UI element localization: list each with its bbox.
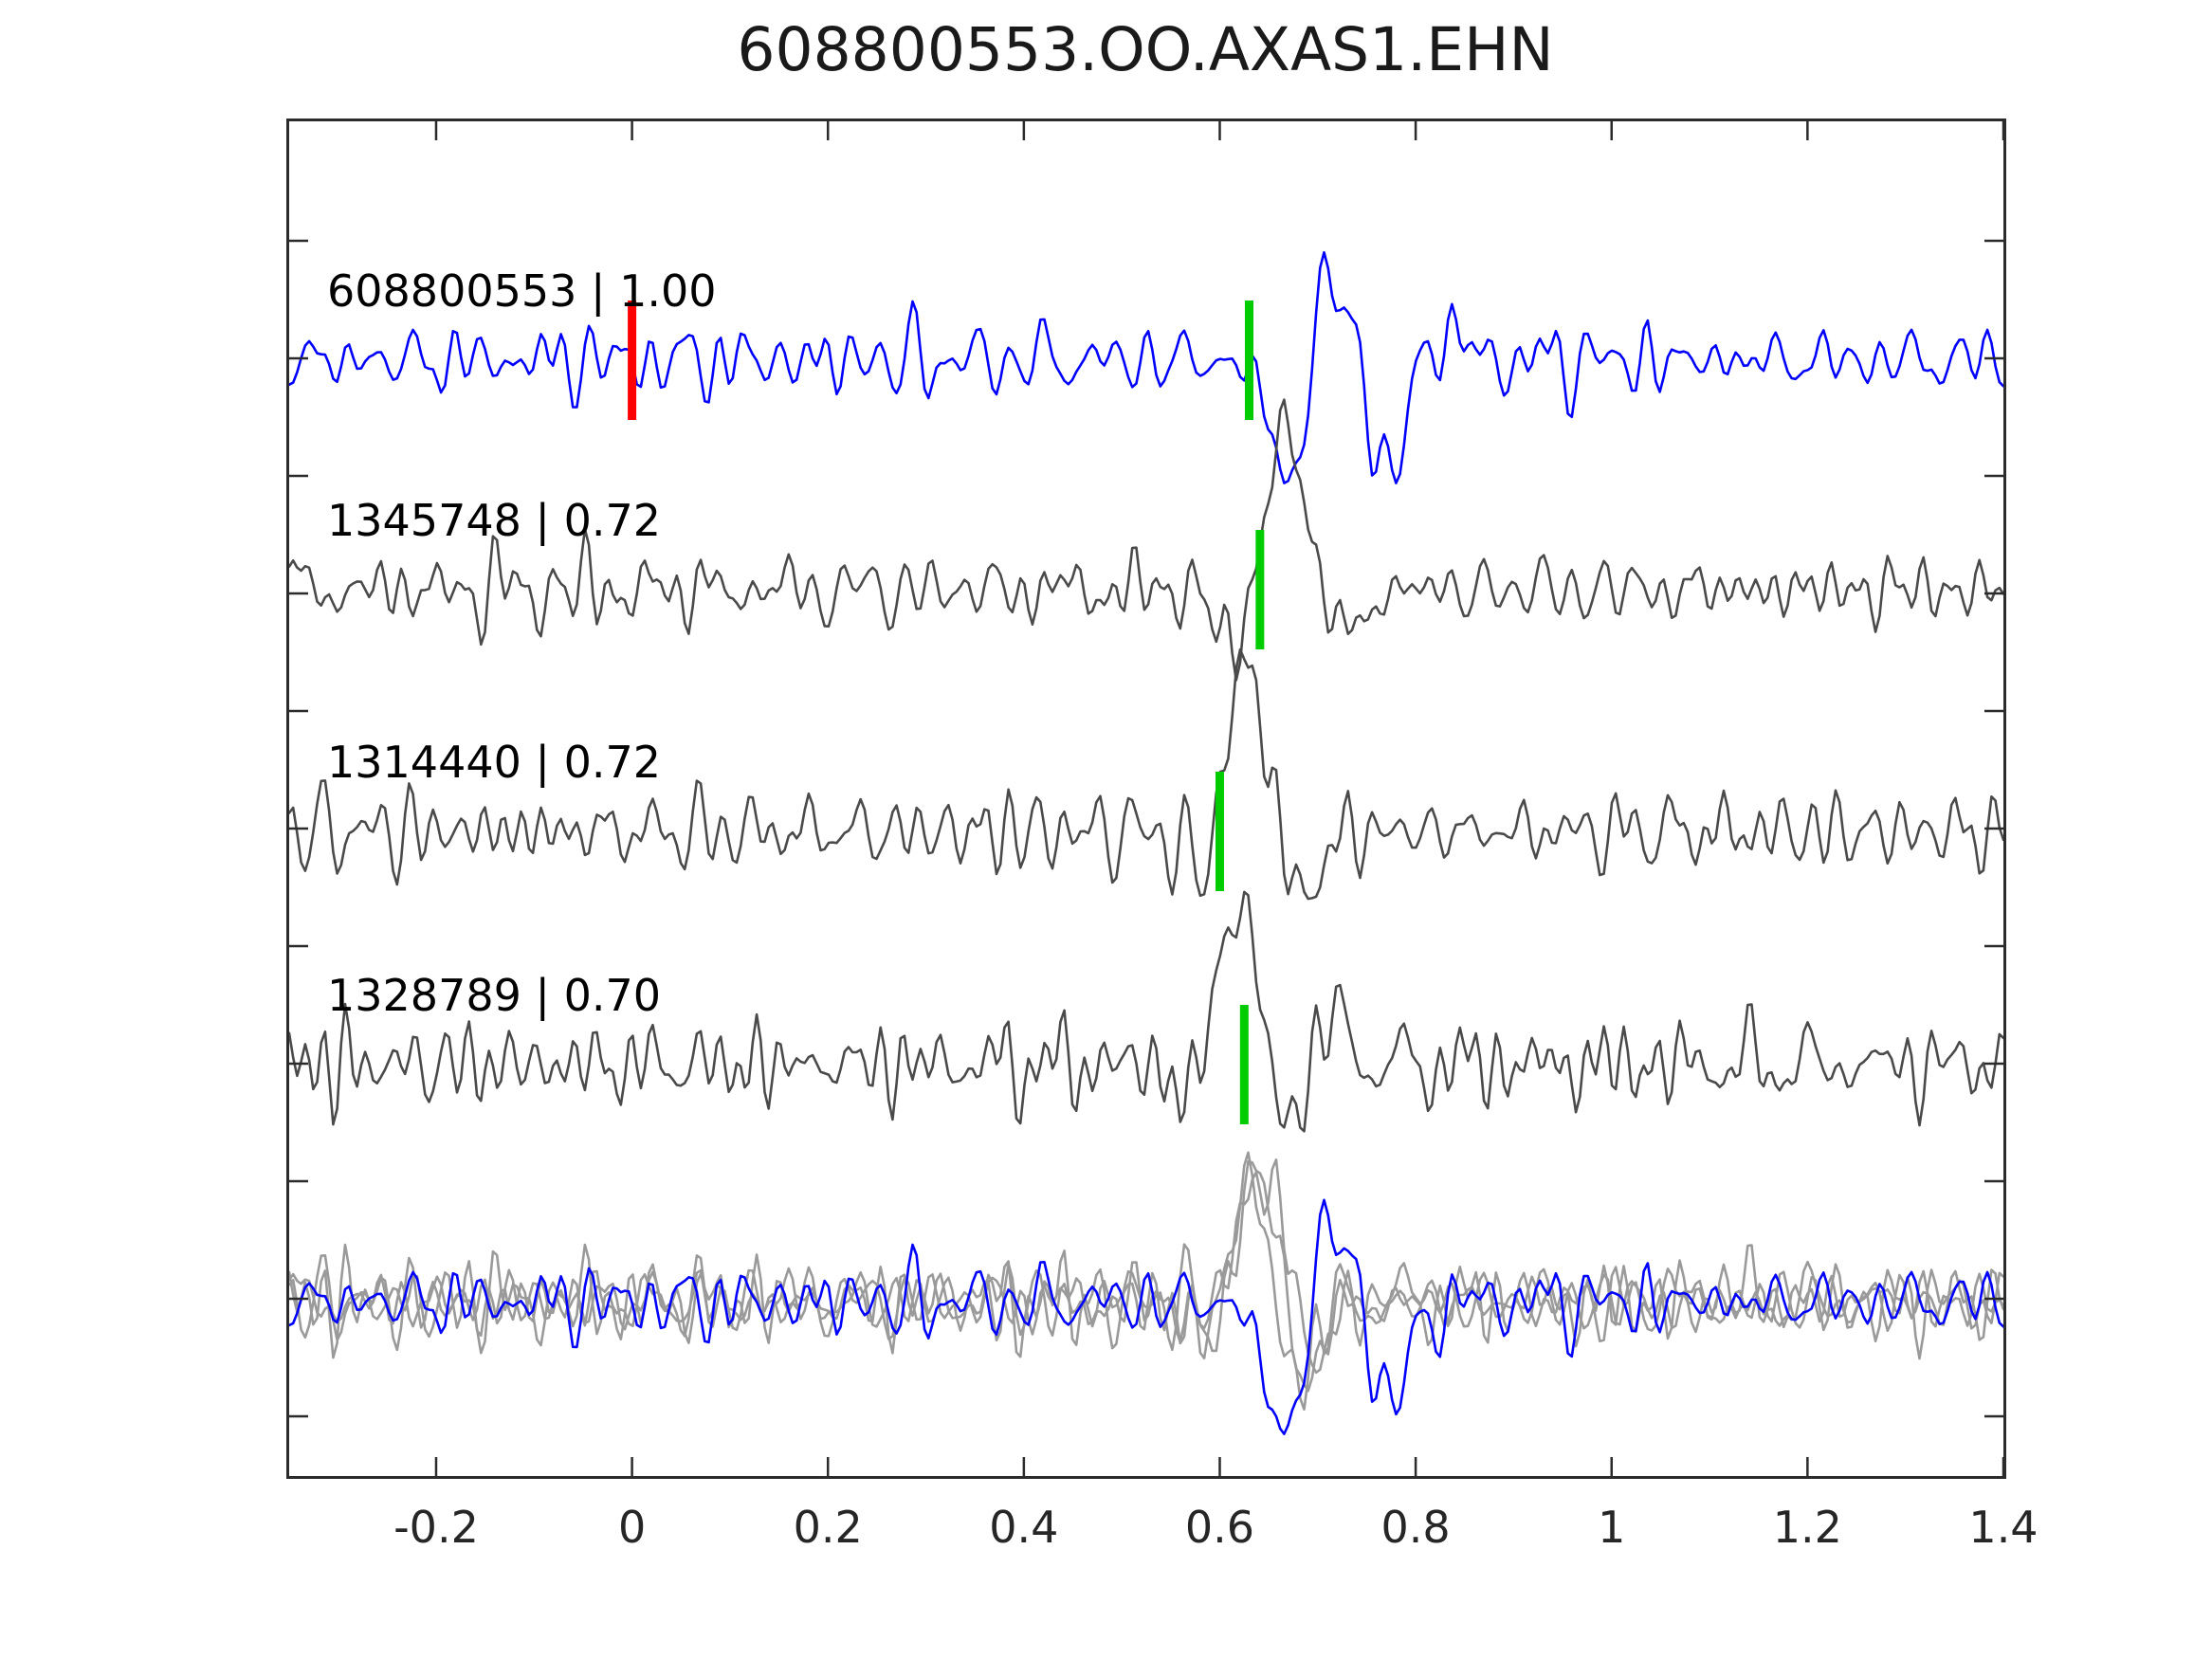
x-tick-label: 1 [1598,1502,1626,1553]
x-tick-label: 0.6 [1184,1502,1255,1553]
chart-title: 608800553.OO.AXAS1.EHN [737,15,1554,84]
x-tick-label: 1.4 [1968,1502,2038,1553]
trace-label-608800553: 608800553 | 1.00 [327,265,717,317]
x-tick-label: 0.4 [989,1502,1059,1553]
pick-marker-1328789 [1239,1005,1249,1124]
plot-frame [286,118,2006,1479]
trace-608800553 [289,250,2003,484]
trace-label-1345748: 1345748 | 0.72 [327,495,662,546]
trace-label-1314440: 1314440 | 0.72 [327,737,662,788]
x-tick-label: 0 [617,1502,647,1553]
pick-marker-1314440 [1215,772,1224,891]
trace-1314440 [289,647,2003,901]
waveform-plot [289,121,2003,1476]
x-tick-label: 0.2 [793,1502,863,1553]
zero-time-marker [628,301,637,420]
pick-marker-1345748 [1255,530,1265,649]
x-tick-label: 1.2 [1772,1502,1842,1553]
x-tick-label: -0.2 [393,1502,479,1553]
overlay-trace-gray-2 [289,1151,2003,1411]
trace-1345748 [289,398,2003,682]
x-tick-label: 0.8 [1380,1502,1451,1553]
pick-marker-608800553 [1244,301,1253,420]
trace-label-1328789: 1328789 | 0.70 [327,970,662,1021]
trace-1328789 [289,890,2003,1133]
overlay-trace-reference [289,1198,2003,1435]
